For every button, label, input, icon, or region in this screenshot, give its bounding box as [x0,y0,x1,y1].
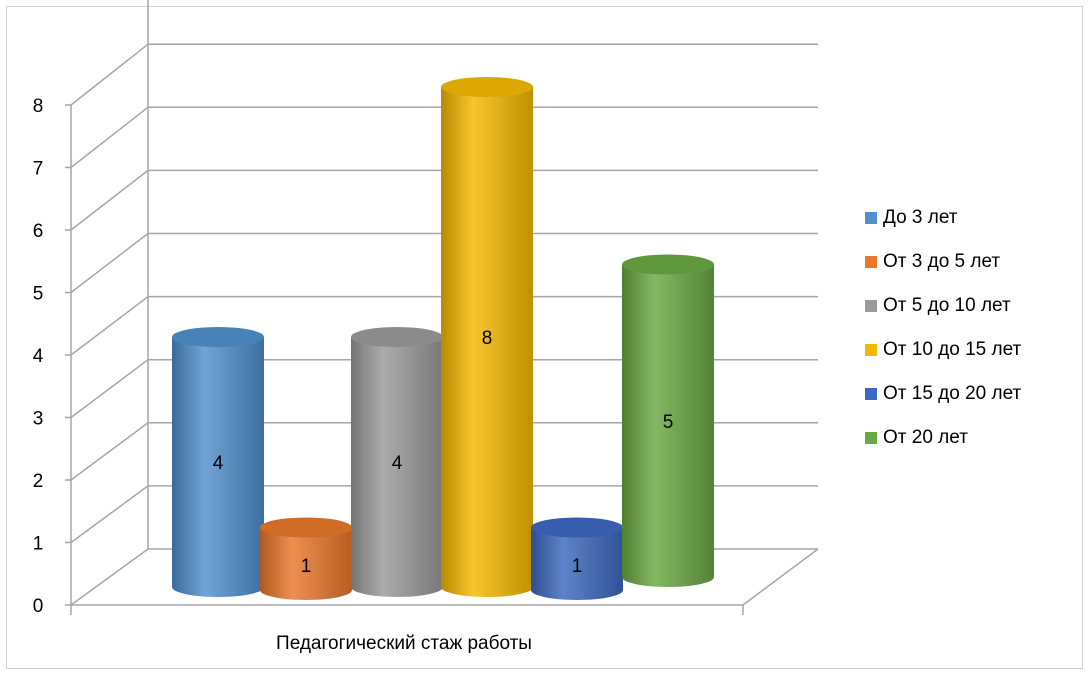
y-tick-label: 4 [33,346,44,367]
gridline [70,295,818,356]
bar-body [351,337,443,597]
y-tick-label: 7 [33,159,44,180]
bar-body [260,527,352,600]
data-label: 8 [482,328,493,349]
y-tick-label: 6 [33,221,44,242]
data-label: 4 [213,453,224,474]
legend-swatch [865,387,877,400]
legend-swatch [865,211,877,224]
bar-top [172,327,264,347]
bar-body [622,264,714,587]
gridline [70,169,818,231]
y-tick-label: 3 [33,409,44,430]
data-label: 5 [663,412,674,433]
bars [172,77,714,600]
y-tick-label: 8 [33,96,44,117]
gridline [70,106,818,169]
legend-item: От 5 до 10 лет [865,294,1021,317]
legend-item: От 3 до 5 лет [865,250,1021,273]
data-label: 1 [301,556,312,577]
legend-label: От 15 до 20 лет [883,382,1022,404]
legend-label: От 10 до 15 лет [883,338,1022,360]
bar-top [622,254,714,275]
bar-2 [260,517,352,600]
bar-body [441,87,533,597]
gridline [70,232,818,294]
y-tick-label: 1 [33,534,44,555]
bar-1 [172,327,264,597]
data-label: 1 [572,556,583,577]
legend-swatch [865,431,877,444]
data-labels: 4 1 4 8 1 5 [213,328,674,577]
legend-label: От 20 лет [883,426,968,448]
bar-top [441,77,533,97]
x-axis-category-label: Педагогический стаж работы [276,633,532,654]
legend-swatch [865,343,877,356]
bar-3 [351,327,443,597]
y-axis-tick-labels: 0 1 2 3 4 5 6 7 8 [33,96,44,617]
legend-item: От 10 до 15 лет [865,338,1021,361]
gridline [70,358,818,419]
y-tick-label: 5 [33,284,44,305]
chart-frame [6,6,1083,669]
bar-6 [622,254,714,587]
bar-4 [441,77,533,597]
gridline [70,422,818,481]
bar-top [531,517,623,538]
bar-body [531,527,623,600]
legend-swatch [865,255,877,268]
bar-body [172,337,264,597]
y-tick-label: 2 [33,471,44,492]
legend-swatch [865,299,877,312]
y-tick-label: 0 [33,596,44,617]
legend-label: До 3 лет [883,206,958,228]
bar-top [260,517,352,538]
gridlines [70,43,818,606]
legend-item: До 3 лет [865,206,1021,229]
data-label: 4 [392,453,403,474]
bar-5 [531,517,623,600]
legend: До 3 лет От 3 до 5 лет От 5 до 10 лет От 10… [865,206,1021,470]
gridline [70,43,818,106]
legend-item: От 15 до 20 лет [865,382,1021,405]
legend-item: От 20 лет [865,426,1021,449]
bar-top [351,327,443,347]
gridline [70,485,818,544]
legend-label: От 3 до 5 лет [883,250,1001,272]
legend-label: От 5 до 10 лет [883,294,1011,316]
